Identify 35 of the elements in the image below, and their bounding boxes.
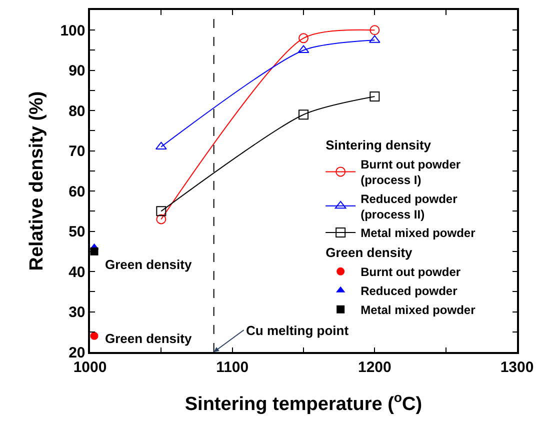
point bbox=[370, 92, 380, 102]
y-tick-label: 20 bbox=[68, 344, 86, 362]
legend-label: Burnt out powder (process I) bbox=[360, 158, 461, 188]
legend-label: Metal mixed powder bbox=[360, 226, 476, 240]
point bbox=[298, 110, 308, 120]
x-tick-label: 1200 bbox=[358, 358, 392, 376]
annotation: Green density bbox=[105, 331, 192, 346]
text: Sintering density bbox=[326, 138, 432, 153]
ref-line-label: Cu melting point bbox=[246, 323, 350, 338]
y-tick-label: 50 bbox=[68, 224, 86, 241]
x-tick-label: 1000 bbox=[73, 358, 107, 376]
point bbox=[370, 25, 380, 36]
y-tick-label: 70 bbox=[68, 143, 86, 160]
point bbox=[90, 332, 98, 340]
y-tick-label: 100 bbox=[60, 22, 86, 40]
point bbox=[155, 142, 167, 150]
y-tick-label: 90 bbox=[68, 62, 86, 80]
y-tick-label: 30 bbox=[68, 304, 86, 322]
legend-label: Reduced powder (process II) bbox=[360, 192, 458, 222]
legend-label: Reduced powder bbox=[360, 284, 458, 298]
point bbox=[156, 206, 166, 216]
annotation: Green density bbox=[105, 257, 192, 272]
y-tick-label: 60 bbox=[68, 183, 86, 200]
text: Green density bbox=[326, 245, 412, 260]
y-tick-label: 40 bbox=[68, 264, 86, 281]
point bbox=[156, 214, 166, 224]
legend-label: Burnt out powder bbox=[360, 265, 461, 280]
point bbox=[90, 247, 98, 256]
legend-label: Metal mixed powder bbox=[360, 303, 476, 318]
y-tick-label: 80 bbox=[68, 102, 86, 120]
x-tick-label: 1300 bbox=[500, 358, 534, 376]
x-axis-title: Sintering temperature ($^{o}$C) bbox=[184, 390, 422, 416]
point bbox=[298, 33, 308, 44]
y-axis-title: Relative density (%) bbox=[26, 91, 48, 271]
x-tick-label: 1100 bbox=[216, 358, 249, 376]
